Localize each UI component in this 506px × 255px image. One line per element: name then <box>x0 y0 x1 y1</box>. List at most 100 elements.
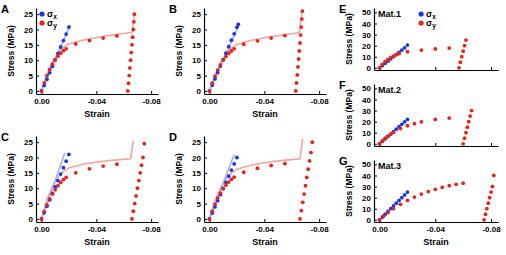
point <box>294 89 298 93</box>
x-tick-label: -0.08 <box>311 97 330 106</box>
plot-area <box>378 174 496 222</box>
point <box>283 162 287 166</box>
point <box>489 190 493 194</box>
point <box>457 66 461 70</box>
y-tick-label: 25 <box>192 138 201 147</box>
x-tick <box>435 67 436 70</box>
point <box>45 203 49 207</box>
point <box>482 218 486 222</box>
point <box>67 153 71 157</box>
point <box>302 192 306 196</box>
x-tick-mark <box>151 91 152 94</box>
y-tick-label: 0 <box>29 215 34 224</box>
point <box>131 28 135 32</box>
point <box>299 209 303 213</box>
x-axis <box>375 67 499 71</box>
y-tick-mark <box>36 45 39 46</box>
y-tick-mark <box>374 144 377 145</box>
y-tick-label: 5 <box>197 200 202 209</box>
point <box>56 54 60 58</box>
point <box>461 181 465 185</box>
point <box>309 151 313 155</box>
point <box>463 44 467 48</box>
x-tick-label: 0.00 <box>202 225 218 234</box>
point <box>53 58 57 62</box>
y-tick: 20 <box>24 154 39 163</box>
x-tick-label: -0.08 <box>143 97 162 106</box>
y-tick: 20 <box>24 26 39 35</box>
plot-area <box>40 141 147 221</box>
point <box>208 89 212 93</box>
x-axis-title: Strain <box>423 237 449 247</box>
y-tick-label: 40 <box>362 96 371 105</box>
y-tick: 10 <box>362 129 377 138</box>
y-tick-mark <box>374 209 377 210</box>
point <box>380 139 384 143</box>
y-tick-label: 10 <box>192 184 201 193</box>
y-tick-mark <box>204 173 207 174</box>
x-tick-label: 0.00 <box>202 97 218 106</box>
point <box>48 198 52 202</box>
point <box>419 120 423 124</box>
y-tick-label: 5 <box>197 72 202 81</box>
x-tick: -0.08 <box>143 91 162 106</box>
point <box>461 142 465 146</box>
point <box>74 171 78 175</box>
x-axis-title: Strain <box>252 237 278 247</box>
y-tick-label: 20 <box>24 154 33 163</box>
x-tick-label: -0.04 <box>88 225 107 234</box>
y-tick: 10 <box>24 56 39 65</box>
y-tick: 15 <box>24 169 39 178</box>
point <box>138 171 142 175</box>
y-axis-line <box>374 85 375 147</box>
point <box>406 118 410 122</box>
point <box>447 46 451 50</box>
y-axis-line <box>204 137 205 223</box>
y-tick-label: 0 <box>197 87 202 96</box>
x-axis: 0.00-0.04-0.08 <box>34 219 161 234</box>
panel: 0.00-0.04-0.080510152025DStrainStress (M… <box>169 131 329 247</box>
point <box>299 25 303 29</box>
x-tick: -0.04 <box>88 219 107 234</box>
point <box>232 32 236 36</box>
y-tick: 50 <box>362 84 377 93</box>
y-tick-mark <box>36 173 39 174</box>
y-tick-label: 15 <box>192 169 201 178</box>
point <box>40 89 44 93</box>
point <box>256 166 260 170</box>
point <box>433 47 437 51</box>
y-tick: 40 <box>362 96 377 105</box>
point <box>440 185 444 189</box>
legend-marker <box>419 20 424 25</box>
point <box>392 130 396 134</box>
point <box>406 43 410 47</box>
y-tick: 25 <box>192 10 207 19</box>
point <box>392 207 396 211</box>
y-axis-line <box>204 9 205 95</box>
x-tick-mark <box>435 219 436 222</box>
point <box>126 89 130 93</box>
y-tick-label: 10 <box>362 205 371 214</box>
y-tick: 5 <box>197 72 207 81</box>
figure: 0.00-0.04-0.080510152025AStrainStress (M… <box>0 0 506 255</box>
x-axis: 0.00-0.04-0.08 <box>372 219 501 234</box>
y-tick: 20 <box>362 42 377 51</box>
x-tick-mark <box>264 91 265 94</box>
y-tick-label: 10 <box>362 53 371 62</box>
point <box>221 58 225 62</box>
point <box>308 159 312 163</box>
point <box>386 211 390 215</box>
y-tick-mark <box>204 30 207 31</box>
annotation: Mat.3 <box>378 161 401 171</box>
y-tick: 25 <box>24 10 39 19</box>
x-tick-label: -0.04 <box>256 225 275 234</box>
y-tick: 30 <box>362 31 377 40</box>
point <box>142 142 146 146</box>
x-tick-label: -0.04 <box>427 225 446 234</box>
y-tick-label: 15 <box>24 169 33 178</box>
point <box>130 217 134 221</box>
y-tick-label: 10 <box>24 184 33 193</box>
point <box>62 39 66 43</box>
point <box>492 174 496 178</box>
point <box>213 74 217 78</box>
